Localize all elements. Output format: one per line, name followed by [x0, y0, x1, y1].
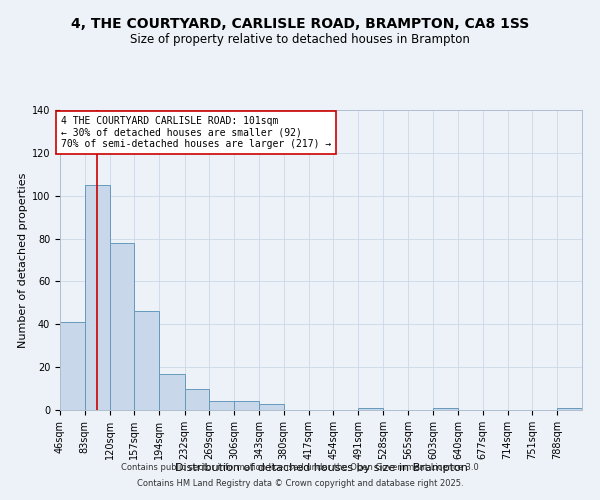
Bar [433, 408, 458, 410]
Bar [60, 322, 85, 410]
Text: 4 THE COURTYARD CARLISLE ROAD: 101sqm
← 30% of detached houses are smaller (92)
: 4 THE COURTYARD CARLISLE ROAD: 101sqm ← … [61, 116, 332, 149]
Bar [234, 402, 259, 410]
Text: 4, THE COURTYARD, CARLISLE ROAD, BRAMPTON, CA8 1SS: 4, THE COURTYARD, CARLISLE ROAD, BRAMPTO… [71, 18, 529, 32]
Text: Contains HM Land Registry data © Crown copyright and database right 2025.: Contains HM Land Registry data © Crown c… [137, 478, 463, 488]
Bar [159, 374, 185, 410]
X-axis label: Distribution of detached houses by size in Brampton: Distribution of detached houses by size … [175, 464, 467, 473]
Bar [134, 312, 159, 410]
Text: Size of property relative to detached houses in Brampton: Size of property relative to detached ho… [130, 32, 470, 46]
Bar [110, 243, 134, 410]
Bar [185, 388, 209, 410]
Text: Contains public sector information licensed under the Open Government Licence 3.: Contains public sector information licen… [121, 464, 479, 472]
Bar [557, 408, 582, 410]
Y-axis label: Number of detached properties: Number of detached properties [17, 172, 28, 348]
Bar [85, 185, 110, 410]
Bar [209, 402, 234, 410]
Bar [259, 404, 284, 410]
Bar [358, 408, 383, 410]
